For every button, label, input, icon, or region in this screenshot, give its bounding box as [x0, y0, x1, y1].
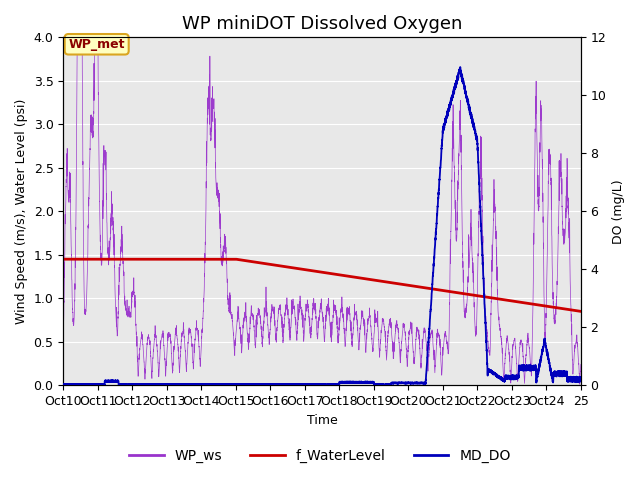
Y-axis label: DO (mg/L): DO (mg/L) [612, 179, 625, 244]
Y-axis label: Wind Speed (m/s), Water Level (psi): Wind Speed (m/s), Water Level (psi) [15, 99, 28, 324]
X-axis label: Time: Time [307, 414, 337, 427]
Legend: WP_ws, f_WaterLevel, MD_DO: WP_ws, f_WaterLevel, MD_DO [124, 443, 516, 468]
Text: WP_met: WP_met [68, 38, 125, 51]
Title: WP miniDOT Dissolved Oxygen: WP miniDOT Dissolved Oxygen [182, 15, 462, 33]
